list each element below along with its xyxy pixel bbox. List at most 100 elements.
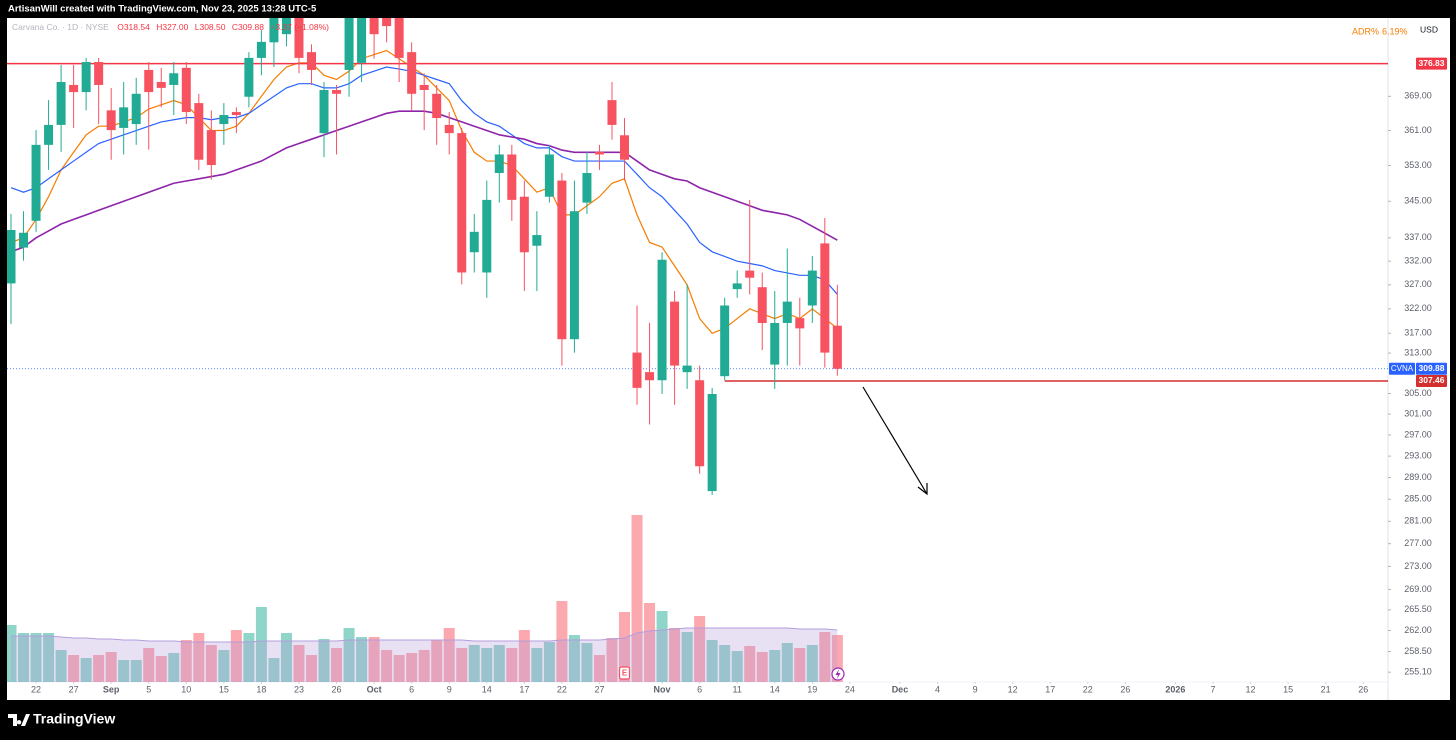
volume-bar <box>719 645 731 682</box>
volume-bar <box>68 655 80 682</box>
candle-body <box>306 52 316 70</box>
candle-body <box>244 57 254 97</box>
candle-body <box>657 259 667 381</box>
candle-body <box>407 52 417 94</box>
x-tick-label: 14 <box>770 684 780 694</box>
candle-body <box>319 89 329 134</box>
candle-body <box>507 154 517 200</box>
candle-body <box>770 322 780 365</box>
candle-body <box>394 18 404 58</box>
x-tick-label: 27 <box>69 684 79 694</box>
y-tick-label: 297.00 <box>1404 429 1432 439</box>
volume-bar <box>393 655 405 682</box>
candle-body <box>720 305 730 377</box>
x-tick-label: 27 <box>594 684 604 694</box>
candle-body <box>757 287 767 323</box>
volume-bar <box>493 645 505 682</box>
y-tick-label: 361.00 <box>1404 125 1432 135</box>
candle-body <box>432 93 442 119</box>
candle-body <box>419 84 429 90</box>
x-tick-label: 26 <box>332 684 342 694</box>
price-label: 307.46 <box>1419 375 1445 385</box>
candle-body <box>557 180 567 340</box>
x-tick-label: 23 <box>294 684 304 694</box>
y-tick-label: 258.50 <box>1404 646 1432 656</box>
volume-bar <box>418 650 430 682</box>
x-tick-label: 15 <box>219 684 229 694</box>
y-tick-label: 277.00 <box>1404 538 1432 548</box>
x-tick-label: Dec <box>892 684 909 694</box>
x-tick-label: 2026 <box>1165 684 1185 694</box>
y-tick-label: 285.00 <box>1404 494 1432 504</box>
candle-body <box>81 62 91 93</box>
x-tick-label: 11 <box>733 684 742 694</box>
volume-bar <box>305 655 317 682</box>
candle-body <box>632 352 642 388</box>
volume-bar <box>631 515 643 682</box>
volume-bar <box>168 653 180 682</box>
annotation-arrow <box>862 386 928 496</box>
logo-mark <box>8 714 30 726</box>
candle-body <box>732 283 742 290</box>
volume-bar <box>205 645 217 682</box>
x-tick-label: 7 <box>1210 684 1215 694</box>
volume-bar <box>55 650 67 682</box>
volume-bar <box>694 616 706 682</box>
legend-high: H327.00 <box>156 22 188 32</box>
y-tick-label: 273.00 <box>1404 561 1432 571</box>
candle-body <box>820 243 830 353</box>
volume-bar <box>18 633 30 682</box>
candle-body <box>7 229 16 284</box>
x-tick-label: 9 <box>973 684 978 694</box>
candle-body <box>795 318 805 329</box>
x-tick-label: 17 <box>519 684 529 694</box>
x-tick-label: 26 <box>1358 684 1368 694</box>
candle-body <box>519 196 529 253</box>
x-tick-label: 12 <box>1008 684 1018 694</box>
price-label: 376.83 <box>1419 58 1445 68</box>
y-tick-label: 305.00 <box>1404 388 1432 398</box>
volume-bar <box>255 607 267 682</box>
candle-body <box>131 93 141 125</box>
indicator-value: 6.19% <box>1382 26 1408 36</box>
candle-body <box>544 154 554 197</box>
volume-bar <box>581 643 593 682</box>
price-label-box <box>1416 57 1447 70</box>
candle-body <box>832 325 842 369</box>
volume-bar <box>806 645 818 682</box>
legend-low: L308.50 <box>195 22 226 32</box>
volume-bar <box>781 643 793 682</box>
volume-bar <box>43 633 55 682</box>
x-tick-label: Sep <box>103 684 120 694</box>
y-tick-label: 262.00 <box>1404 625 1432 635</box>
y-tick-label: 265.50 <box>1404 604 1432 614</box>
candle-body <box>194 103 204 160</box>
x-tick-label: 18 <box>256 684 266 694</box>
x-tick-label: 22 <box>1083 684 1093 694</box>
volume-bar <box>794 648 806 682</box>
volume-bar <box>93 655 105 682</box>
alert-bolt <box>835 669 841 679</box>
y-tick-label: 345.00 <box>1404 196 1432 206</box>
price-label-box <box>1416 374 1447 387</box>
volume-bar <box>155 656 167 682</box>
volume-bar <box>518 630 530 682</box>
candle-body <box>532 235 542 246</box>
volume-bar <box>706 640 718 682</box>
x-tick-label: 10 <box>181 684 191 694</box>
chart-legend: Carvana Co. · 1D · NYSE O318.54 H327.00 … <box>12 22 329 32</box>
header-text: ArtisanWill created with TradingView.com… <box>8 4 317 15</box>
x-tick-label: 6 <box>697 684 702 694</box>
candle-body <box>582 173 592 203</box>
volume-bar <box>356 637 368 682</box>
candle-body <box>457 133 467 273</box>
volume-bar <box>130 660 142 682</box>
candle-body <box>294 18 304 58</box>
y-tick-label: 289.00 <box>1404 472 1432 482</box>
volume-ma-area <box>11 628 838 682</box>
candle-body <box>357 18 367 63</box>
volume-bar <box>656 611 668 682</box>
candle-body <box>119 107 129 128</box>
candle-body <box>256 41 266 58</box>
